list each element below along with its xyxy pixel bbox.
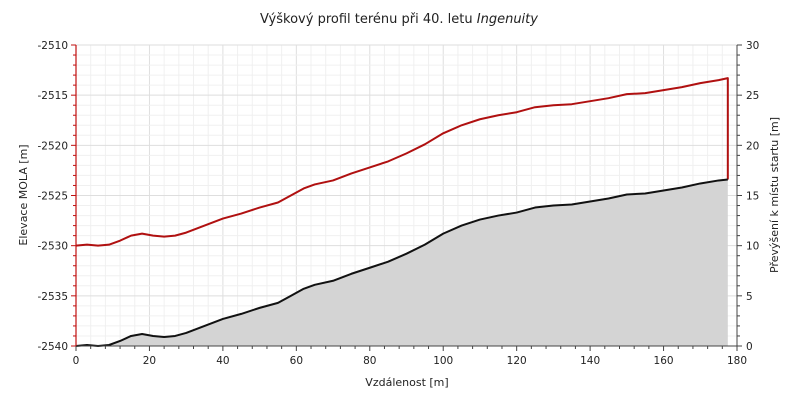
x-tick-label: 80 bbox=[363, 355, 376, 367]
x-axis-title: Vzdálenost [m] bbox=[365, 376, 448, 389]
axes: 0 20 40 60 80 100 120 140 160 180-2540-2535-2530-… bbox=[37, 40, 759, 367]
x-tick-label: 120 bbox=[507, 355, 527, 367]
x-tick-label: 160 bbox=[654, 355, 674, 367]
terrain-area bbox=[76, 179, 728, 346]
chart-title: Výškový profil terénu při 40. letu Ingen… bbox=[260, 12, 538, 27]
y-tick-label-right: 15 bbox=[746, 191, 759, 203]
chart-title-italic: Ingenuity bbox=[477, 12, 539, 27]
y-tick-label-right: 5 bbox=[746, 291, 753, 303]
y-tick-label-left: -2540 bbox=[37, 341, 68, 353]
x-tick-label: 60 bbox=[290, 355, 303, 367]
y-tick-label-left: -2515 bbox=[37, 90, 68, 102]
y-axis-title-left: Elevace MOLA [m] bbox=[17, 144, 30, 245]
y-tick-label-left: -2510 bbox=[37, 40, 68, 52]
chart-title-main: Výškový profil terénu při 40. letu bbox=[260, 12, 477, 27]
y-tick-label-right: 30 bbox=[746, 40, 759, 52]
y-tick-label-right: 0 bbox=[746, 341, 753, 353]
y-tick-label-left: -2520 bbox=[37, 140, 68, 152]
x-tick-label: 180 bbox=[727, 355, 747, 367]
flight-path-line bbox=[75, 77, 729, 247]
terrain-line bbox=[75, 178, 728, 347]
y-tick-label-left: -2530 bbox=[37, 241, 68, 253]
y-tick-label-left: -2525 bbox=[37, 191, 68, 203]
series-layer bbox=[75, 77, 729, 347]
x-tick-label: 0 bbox=[73, 355, 80, 367]
x-tick-label: 20 bbox=[143, 355, 156, 367]
x-tick-label: 40 bbox=[216, 355, 229, 367]
y-axis-title-right: Převýšení k místu startu [m] bbox=[768, 117, 781, 273]
y-tick-label-left: -2535 bbox=[37, 291, 68, 303]
x-tick-label: 140 bbox=[580, 355, 600, 367]
y-tick-label-right: 20 bbox=[746, 140, 759, 152]
x-tick-label: 100 bbox=[433, 355, 453, 367]
y-tick-label-right: 25 bbox=[746, 90, 759, 102]
y-tick-label-right: 10 bbox=[746, 241, 759, 253]
